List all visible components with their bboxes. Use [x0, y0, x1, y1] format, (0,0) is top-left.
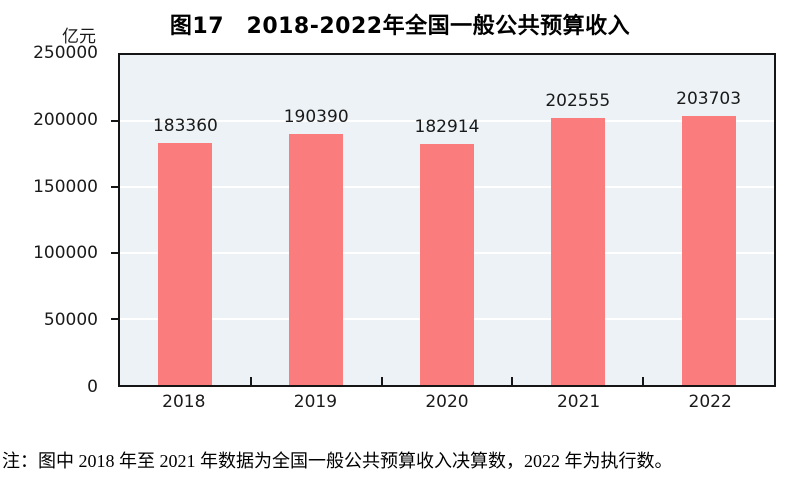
bars-container: 183360 190390 182914 202555 203703	[120, 55, 774, 385]
x-tick-mark	[249, 377, 252, 385]
y-tick-mark	[111, 318, 118, 320]
bar-value-label: 183360	[152, 115, 218, 136]
y-tick-label: 50000	[43, 310, 98, 331]
plot-area: 183360 190390 182914 202555 203703	[111, 53, 776, 387]
x-tick-label: 2021	[556, 392, 601, 412]
bar	[681, 116, 736, 385]
y-tick-label: 250000	[33, 43, 98, 63]
y-tick-mark	[111, 252, 118, 254]
y-axis: 0 50000 100000 150000 200000 250000	[0, 43, 106, 397]
bar-value-label: 182914	[414, 116, 480, 137]
bar	[158, 142, 213, 385]
bar-cell: 183360	[120, 55, 251, 385]
gridline	[120, 120, 774, 122]
y-tick-mark	[111, 120, 118, 122]
bar-cell: 202555	[512, 55, 643, 385]
y-tick-label: 200000	[33, 109, 98, 130]
bar-value-label: 190390	[283, 106, 349, 127]
x-tick-label: 2022	[688, 392, 732, 412]
x-tick-label: 2019	[293, 392, 338, 412]
x-tick-label: 2018	[162, 392, 206, 412]
x-axis: 2018 2019 2020 2021 2022	[118, 392, 776, 412]
x-tick-mark	[642, 377, 645, 385]
x-tick-mark	[511, 377, 514, 385]
x-tick-label: 2020	[425, 392, 469, 412]
bar-cell: 190390	[251, 55, 382, 385]
y-tick-label: 100000	[33, 243, 98, 264]
y-tick-label: 0	[87, 377, 98, 397]
chart-title: 图17 2018-2022年全国一般公共预算收入	[169, 14, 631, 39]
bar	[289, 133, 344, 385]
figure-note: 注：图中 2018 年至 2021 年数据为全国一般公共预算收入决算数，2022…	[2, 451, 673, 471]
bar-value-label: 203703	[676, 89, 742, 110]
bar-cell: 203703	[643, 55, 774, 385]
bar	[550, 117, 605, 385]
bar-value-label: 202555	[545, 90, 611, 111]
y-tick-label: 150000	[33, 176, 98, 197]
bar-cell: 182914	[382, 55, 513, 385]
x-tick-mark	[380, 377, 383, 385]
y-axis-unit-label: 亿元	[62, 27, 96, 47]
bar	[419, 143, 474, 385]
y-tick-mark	[111, 186, 118, 188]
